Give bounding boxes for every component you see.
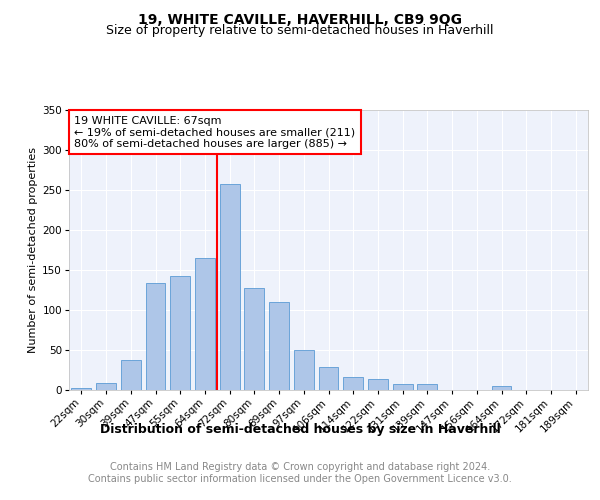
Bar	[170, 276, 190, 390]
Bar	[319, 367, 338, 390]
Bar	[343, 377, 363, 390]
Text: 19, WHITE CAVILLE, HAVERHILL, CB9 9QG: 19, WHITE CAVILLE, HAVERHILL, CB9 9QG	[138, 12, 462, 26]
Bar	[195, 258, 215, 390]
Bar	[269, 302, 289, 390]
Bar	[220, 184, 239, 390]
Text: Size of property relative to semi-detached houses in Haverhill: Size of property relative to semi-detach…	[106, 24, 494, 37]
Text: Contains HM Land Registry data © Crown copyright and database right 2024.
Contai: Contains HM Land Registry data © Crown c…	[88, 462, 512, 484]
Bar	[294, 350, 314, 390]
Bar	[146, 283, 166, 390]
Bar	[418, 384, 437, 390]
Bar	[368, 379, 388, 390]
Y-axis label: Number of semi-detached properties: Number of semi-detached properties	[28, 147, 38, 353]
Bar	[244, 288, 264, 390]
Bar	[491, 386, 511, 390]
Text: Distribution of semi-detached houses by size in Haverhill: Distribution of semi-detached houses by …	[100, 422, 500, 436]
Text: 19 WHITE CAVILLE: 67sqm
← 19% of semi-detached houses are smaller (211)
80% of s: 19 WHITE CAVILLE: 67sqm ← 19% of semi-de…	[74, 116, 355, 149]
Bar	[121, 360, 140, 390]
Bar	[393, 384, 413, 390]
Bar	[96, 383, 116, 390]
Bar	[71, 388, 91, 390]
